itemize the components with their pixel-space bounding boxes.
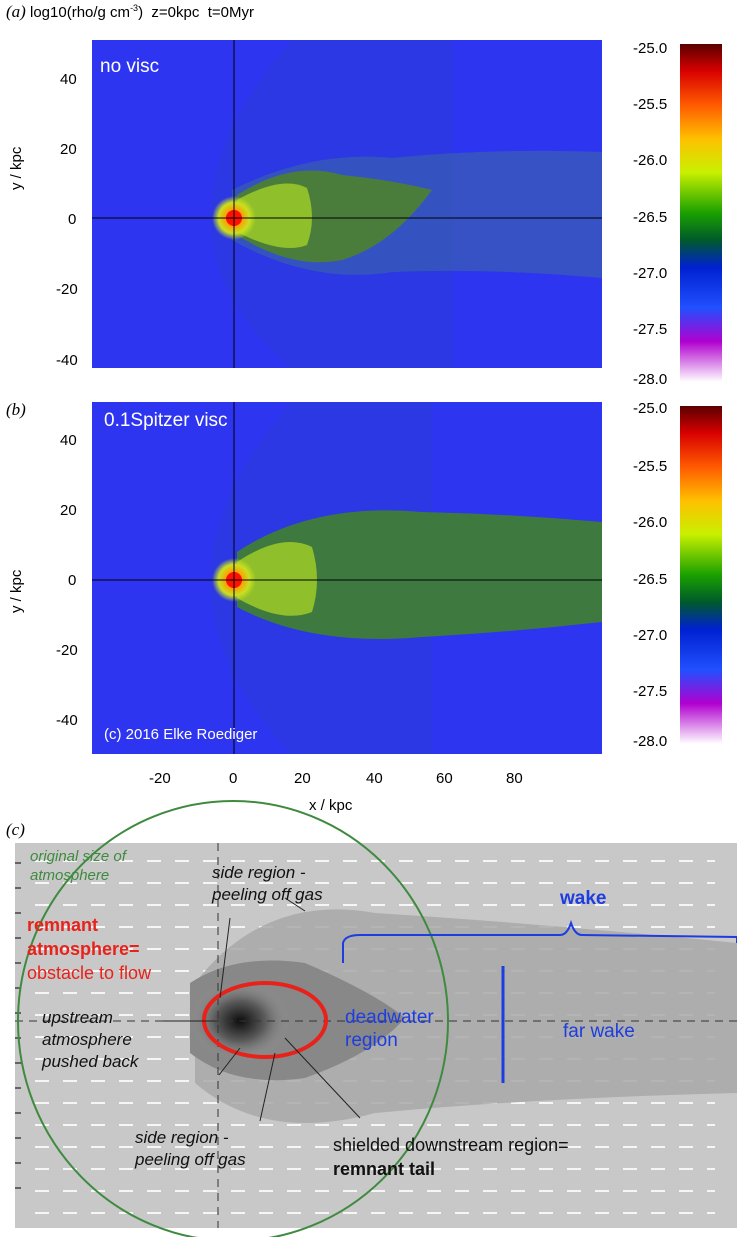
cb-b-tick: -28.0 [633, 733, 668, 750]
cb-a-tick: -28.0 [633, 371, 668, 388]
cb-a-tick: -25.0 [633, 40, 668, 57]
cb-b-tick: -26.5 [633, 571, 668, 588]
far-wake-label: far wake [563, 1021, 635, 1042]
panel-b-y-label: y / kpc [8, 569, 25, 613]
panel-a-ytick: 20 [60, 141, 77, 158]
panel-a-plot [92, 40, 602, 368]
panel-c-letter: (c) [6, 820, 25, 839]
cb-b-tick: -25.0 [633, 400, 668, 417]
panel-a-y-label: y / kpc [8, 146, 25, 190]
upstream-label: upstream atmosphere pushed back [42, 1008, 139, 1071]
header-rest: ) z=0kpc t=0Myr [138, 4, 254, 21]
xtick: 80 [506, 770, 523, 787]
side-region-bottom-label: side region - peeling off gas [135, 1128, 246, 1169]
panel-a-ytick: 0 [68, 211, 77, 228]
cb-a-tick: -27.5 [633, 321, 668, 338]
wake-label: wake [560, 888, 607, 909]
figure-header: (a) log10(rho/g cm-3) z=0kpc t=0Myr [6, 2, 254, 22]
panel-a-label: no visc [100, 56, 160, 77]
header-text: log10(rho/g cm [30, 4, 131, 21]
colorbar-b [680, 406, 722, 744]
credit-text: (c) 2016 Elke Roediger [104, 726, 258, 743]
xtick: 60 [436, 770, 453, 787]
panel-b-label: 0.1Spitzer visc [104, 410, 228, 431]
panel-c-diagram [15, 800, 737, 1237]
colorbar-a [680, 44, 722, 382]
side-region-top-label: side region - peeling off gas [212, 863, 323, 904]
panel-b-ytick: 20 [60, 502, 77, 519]
header-sup: -3 [130, 3, 139, 13]
cb-b-tick: -27.0 [633, 627, 668, 644]
panel-a-ytick: -20 [56, 281, 78, 298]
panel-b-ytick: -40 [56, 712, 78, 729]
cb-b-tick: -27.5 [633, 683, 668, 700]
panel-a-letter: (a) [6, 2, 26, 21]
xtick: 20 [294, 770, 311, 787]
xtick: 0 [229, 770, 238, 787]
panel-b-ytick: 40 [60, 432, 77, 449]
xtick: -20 [149, 770, 171, 787]
deadwater-label: deadwater region [345, 1007, 434, 1051]
cb-a-tick: -27.0 [633, 265, 668, 282]
panel-b-plot [92, 402, 602, 754]
xtick: 40 [366, 770, 383, 787]
original-size-label: original size of atmosphere [30, 848, 126, 884]
cb-a-tick: -25.5 [633, 96, 668, 113]
shielded-label: shielded downstream region= remnant tail [333, 1135, 569, 1179]
remnant-label: remnant atmosphere= obstacle to flow [27, 915, 152, 983]
panel-b-ytick: -20 [56, 642, 78, 659]
panel-a-ytick: -40 [56, 352, 78, 369]
cb-a-tick: -26.5 [633, 209, 668, 226]
panel-b-letter: (b) [6, 400, 26, 419]
cb-b-tick: -26.0 [633, 514, 668, 531]
cb-b-tick: -25.5 [633, 458, 668, 475]
x-axis-label: x / kpc [309, 797, 353, 814]
panel-a-ytick: 40 [60, 71, 77, 88]
cb-a-tick: -26.0 [633, 152, 668, 169]
panel-b-ytick: 0 [68, 572, 77, 589]
